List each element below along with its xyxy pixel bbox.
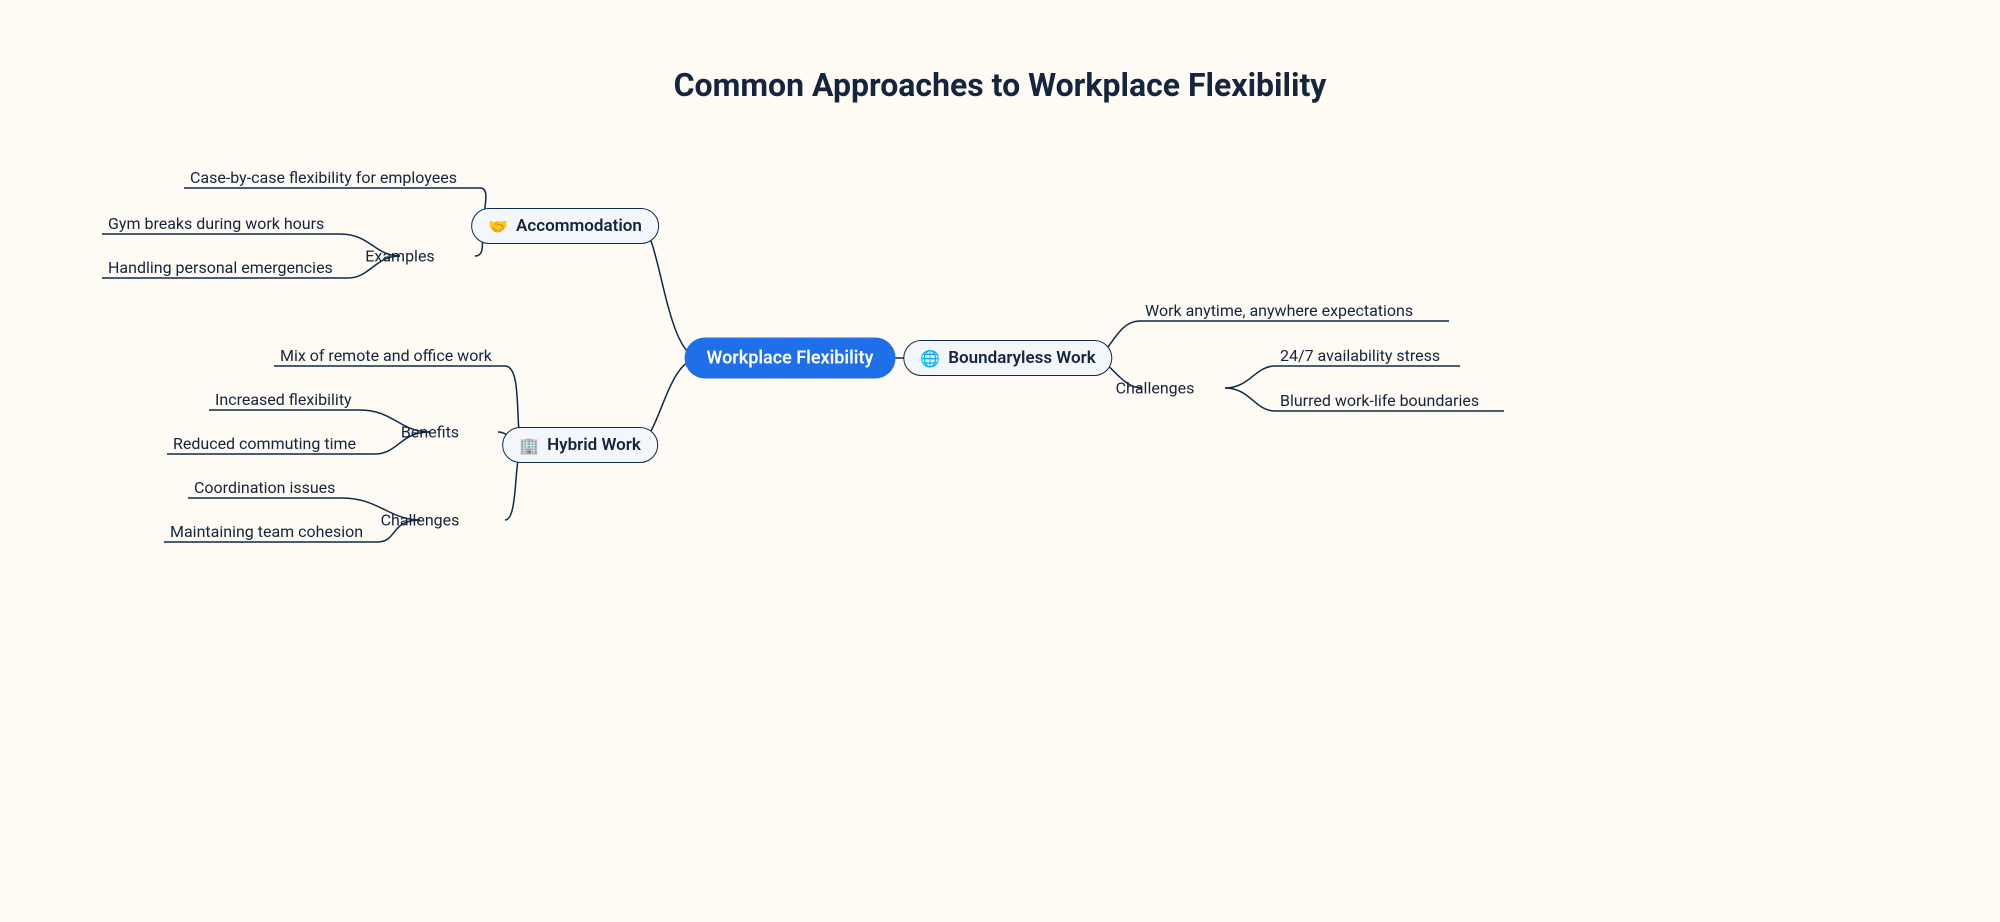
- branch-accommodation: 🤝 Accommodation: [471, 208, 659, 244]
- branch-hybrid: 🏢 Hybrid Work: [502, 427, 658, 463]
- building-icon: 🏢: [519, 436, 539, 455]
- leaf-node: Blurred work-life boundaries: [1280, 391, 1479, 410]
- branch-label: Boundaryless Work: [948, 348, 1095, 368]
- group-examples: Examples: [365, 247, 434, 266]
- leaf-node: Maintaining team cohesion: [170, 522, 363, 541]
- leaf-node: Handling personal emergencies: [108, 258, 333, 277]
- group-benefits: Benefits: [401, 423, 459, 442]
- branch-label: Accommodation: [516, 216, 642, 236]
- handshake-icon: 🤝: [488, 217, 508, 236]
- leaf-node: Mix of remote and office work: [280, 346, 492, 365]
- leaf-node: 24/7 availability stress: [1280, 346, 1440, 365]
- group-challenges-boundaryless: Challenges: [1116, 379, 1195, 398]
- diagram-title: Common Approaches to Workplace Flexibili…: [0, 66, 2000, 104]
- leaf-node: Reduced commuting time: [173, 434, 356, 453]
- group-challenges-hybrid: Challenges: [381, 511, 460, 530]
- leaf-node: Case-by-case flexibility for employees: [190, 168, 457, 187]
- globe-icon: 🌐: [920, 349, 940, 368]
- branch-boundaryless: 🌐 Boundaryless Work: [903, 340, 1112, 376]
- leaf-node: Coordination issues: [194, 478, 335, 497]
- leaf-node: Gym breaks during work hours: [108, 214, 324, 233]
- branch-label: Hybrid Work: [547, 435, 641, 455]
- leaf-node: Increased flexibility: [215, 390, 352, 409]
- root-node: Workplace Flexibility: [685, 338, 896, 379]
- leaf-node: Work anytime, anywhere expectations: [1145, 301, 1413, 320]
- edge-layer: [0, 0, 2000, 922]
